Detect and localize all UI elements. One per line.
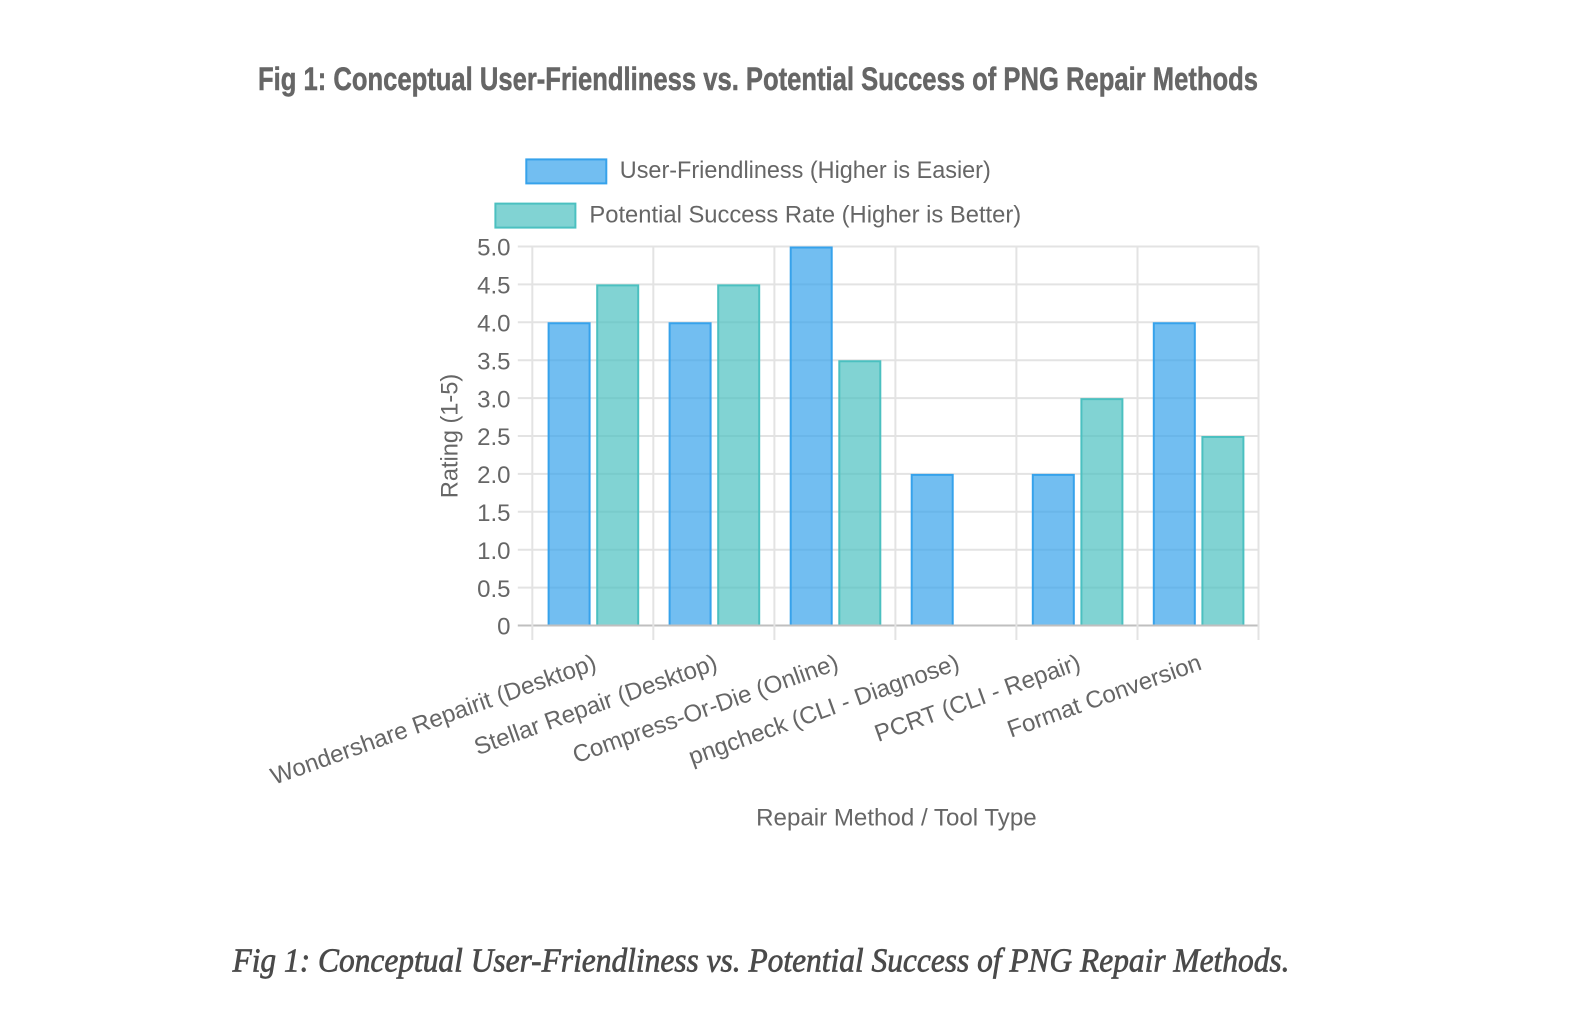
svg-text:Repair Method / Tool Type: Repair Method / Tool Type bbox=[756, 804, 1037, 831]
svg-text:0: 0 bbox=[497, 614, 510, 641]
svg-text:Rating (1-5): Rating (1-5) bbox=[437, 374, 464, 498]
svg-text:Potential Success Rate (Higher: Potential Success Rate (Higher is Better… bbox=[589, 201, 1021, 228]
svg-text:2.0: 2.0 bbox=[477, 462, 510, 489]
svg-text:Fig 1: Conceptual User-Friendl: Fig 1: Conceptual User-Friendliness vs. … bbox=[232, 943, 1290, 980]
svg-text:1.0: 1.0 bbox=[477, 538, 510, 565]
svg-text:4.0: 4.0 bbox=[477, 311, 510, 338]
svg-text:3.5: 3.5 bbox=[477, 348, 510, 375]
svg-text:2.5: 2.5 bbox=[477, 424, 510, 451]
svg-text:Fig 1: Conceptual User-Friendl: Fig 1: Conceptual User-Friendliness vs. … bbox=[258, 61, 1258, 97]
svg-text:5.0: 5.0 bbox=[477, 235, 510, 262]
svg-text:0.5: 0.5 bbox=[477, 576, 510, 603]
svg-text:1.5: 1.5 bbox=[477, 500, 510, 527]
svg-text:User-Friendliness (Higher is E: User-Friendliness (Higher is Easier) bbox=[620, 157, 991, 184]
svg-text:3.0: 3.0 bbox=[477, 386, 510, 413]
svg-text:4.5: 4.5 bbox=[477, 273, 510, 300]
